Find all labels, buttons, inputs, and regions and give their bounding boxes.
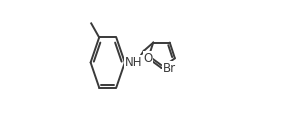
Text: O: O bbox=[144, 52, 153, 65]
Text: NH: NH bbox=[125, 56, 142, 69]
Text: Br: Br bbox=[163, 62, 176, 74]
